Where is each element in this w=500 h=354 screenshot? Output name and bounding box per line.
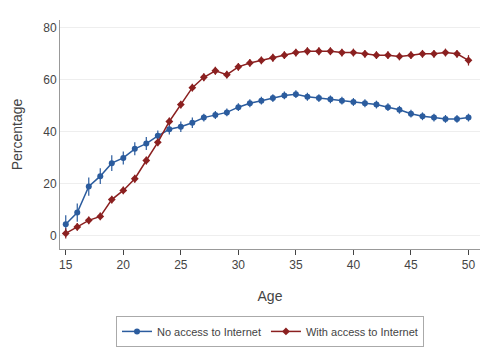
svg-text:25: 25	[174, 258, 188, 272]
svg-text:0: 0	[50, 229, 57, 243]
svg-text:20: 20	[43, 177, 57, 191]
svg-text:35: 35	[289, 258, 303, 272]
svg-text:45: 45	[404, 258, 418, 272]
svg-text:50: 50	[462, 258, 476, 272]
svg-text:40: 40	[347, 258, 361, 272]
svg-text:Percentage: Percentage	[9, 98, 25, 170]
svg-text:80: 80	[43, 21, 57, 35]
svg-text:20: 20	[117, 258, 131, 272]
svg-text:With access to Internet: With access to Internet	[306, 326, 418, 338]
svg-text:30: 30	[232, 258, 246, 272]
svg-text:No access to Internet: No access to Internet	[157, 326, 261, 338]
svg-text:40: 40	[43, 125, 57, 139]
svg-text:60: 60	[43, 73, 57, 87]
svg-text:Age: Age	[258, 288, 283, 304]
svg-text:15: 15	[59, 258, 73, 272]
